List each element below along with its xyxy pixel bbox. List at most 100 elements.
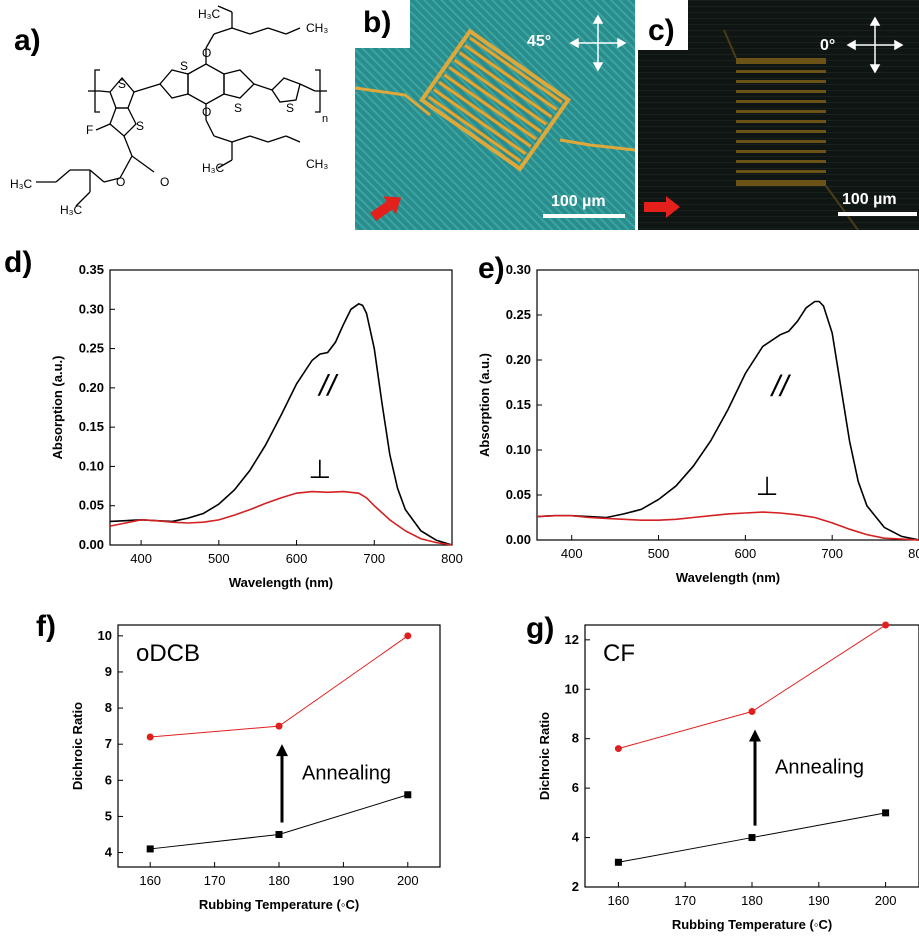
y-tick-label: 0.20 <box>506 352 531 367</box>
panel-label-g: g) <box>526 612 555 645</box>
micrograph-c-scale: 100 µm <box>842 191 897 208</box>
group-ch3-bottom: CH₃ <box>306 157 328 171</box>
panel-label-e: e) <box>478 252 505 285</box>
x-tick-label: 500 <box>648 546 670 561</box>
micrograph-c-angle: 0° <box>820 37 835 54</box>
atom-s-5: S <box>286 101 294 115</box>
x-tick-label: 180 <box>741 893 763 908</box>
x-tick-label: 180 <box>268 873 290 888</box>
atom-s-4: S <box>234 101 242 115</box>
x-tick-label: 160 <box>608 893 630 908</box>
group-h3c-bottom: H₃C <box>202 161 225 175</box>
y-tick-label: 0.15 <box>79 419 104 434</box>
group-h3c-top: H₃C <box>198 7 221 21</box>
x-tick-label: 400 <box>561 546 583 561</box>
atom-o-top: O <box>202 46 211 60</box>
y-axis-label: Dichroic Ratio <box>70 702 85 790</box>
y-tick-label: 5 <box>105 808 112 823</box>
data-point <box>146 845 154 853</box>
y-tick-label: 4 <box>572 830 580 845</box>
x-tick-label: 600 <box>735 546 757 561</box>
panel-label-d: d) <box>4 246 33 279</box>
x-tick-label: 500 <box>208 551 230 566</box>
panel-label-f: f) <box>36 610 56 643</box>
chemical-structure: H₃C CH₃ H₃C CH₃ H₃C H₃C O O O O F S S S … <box>10 5 328 217</box>
data-point <box>748 708 756 716</box>
arrow-icon <box>370 196 402 221</box>
y-tick-label: 0.05 <box>506 487 531 502</box>
data-point <box>275 830 283 838</box>
series-line-1 <box>109 490 453 546</box>
data-point <box>882 621 890 629</box>
arrow-head-icon <box>276 744 288 757</box>
x-tick-label: 170 <box>204 873 226 888</box>
data-point <box>146 733 154 741</box>
y-tick-label: 12 <box>565 632 579 647</box>
data-point <box>614 745 622 753</box>
x-tick-label: 600 <box>286 551 308 566</box>
y-axis-label: Absorption (a.u.) <box>477 353 492 457</box>
data-point <box>614 858 622 866</box>
chart-d: 400 500 600 700 800 0.00 0.05 0.10 0.15 0.20 0.25 0… <box>50 262 463 590</box>
atom-o-bottom: O <box>202 105 211 119</box>
y-tick-label: 10 <box>565 681 579 696</box>
chart-e: 400 500 600 700 800 0.00 0.05 0.10 0.15 0.20 0.25 0… <box>477 262 919 585</box>
chart-f: 160 170 180 190 200 4 5 6 7 8 9 10 Rubbing Temperatu… <box>70 624 441 912</box>
y-tick-label: 4 <box>105 845 113 860</box>
y-tick-label: 0.05 <box>79 498 104 513</box>
data-point <box>404 791 412 799</box>
y-tick-label: 0.20 <box>79 380 104 395</box>
y-tick-label: 0.00 <box>506 532 531 547</box>
repeat-n: n <box>322 113 328 125</box>
annotation: ⊥ <box>756 471 779 501</box>
x-tick-label: 700 <box>821 546 843 561</box>
series-line-1 <box>536 511 919 541</box>
atom-f: F <box>86 123 93 137</box>
y-tick-label: 8 <box>572 731 579 746</box>
x-axis-label: Rubbing Temperature (◦C) <box>199 897 359 912</box>
y-tick-label: 0.10 <box>506 442 531 457</box>
x-tick-label: 190 <box>808 893 830 908</box>
x-tick-label: 170 <box>674 893 696 908</box>
y-tick-label: 9 <box>105 664 112 679</box>
x-tick-label: 160 <box>139 873 161 888</box>
annealing-label: Annealing <box>302 762 391 784</box>
y-tick-label: 6 <box>572 780 579 795</box>
x-tick-label: 800 <box>441 551 463 566</box>
data-point <box>748 834 756 842</box>
atom-o-carbonyl: O <box>160 175 169 189</box>
panel-label-c: c) <box>648 14 675 47</box>
micrograph-b-scale: 100 µm <box>551 193 606 210</box>
x-tick-label: 200 <box>875 893 897 908</box>
series-line-0 <box>618 624 886 750</box>
y-tick-label: 0.30 <box>506 262 531 277</box>
x-axis-label: Wavelength (nm) <box>229 575 333 590</box>
y-axis-label: Absorption (a.u.) <box>50 356 65 460</box>
group-ch3-top: CH₃ <box>306 21 328 35</box>
data-point <box>404 632 412 640</box>
arrow-icon <box>644 196 680 218</box>
annotation: // <box>317 370 338 403</box>
y-tick-label: 10 <box>98 628 112 643</box>
y-tick-label: 0.15 <box>506 397 531 412</box>
y-axis-label: Dichroic Ratio <box>537 712 552 800</box>
x-tick-label: 700 <box>363 551 385 566</box>
y-tick-label: 0.00 <box>79 537 104 552</box>
annealing-label: Annealing <box>775 757 864 779</box>
data-point <box>882 809 890 817</box>
y-tick-label: 2 <box>572 879 579 894</box>
atom-s-1: S <box>118 77 126 91</box>
atom-s-3: S <box>180 59 188 73</box>
y-tick-label: 8 <box>105 700 112 715</box>
series-line-0 <box>536 300 919 541</box>
x-tick-label: 400 <box>130 551 152 566</box>
group-h3c-ester-2: H₃C <box>60 203 83 217</box>
y-tick-label: 0.35 <box>79 262 104 277</box>
y-tick-label: 0.30 <box>79 301 104 316</box>
x-tick-label: 190 <box>333 873 355 888</box>
chart-g: 160 170 180 190 200 2 4 6 8 10 12 Rubbing Temperatu… <box>537 621 919 932</box>
micrograph-c: 0° 100 µm <box>638 0 919 230</box>
plot-frame <box>584 624 919 888</box>
arrow-head-icon <box>749 729 761 742</box>
x-tick-label: 200 <box>397 873 419 888</box>
